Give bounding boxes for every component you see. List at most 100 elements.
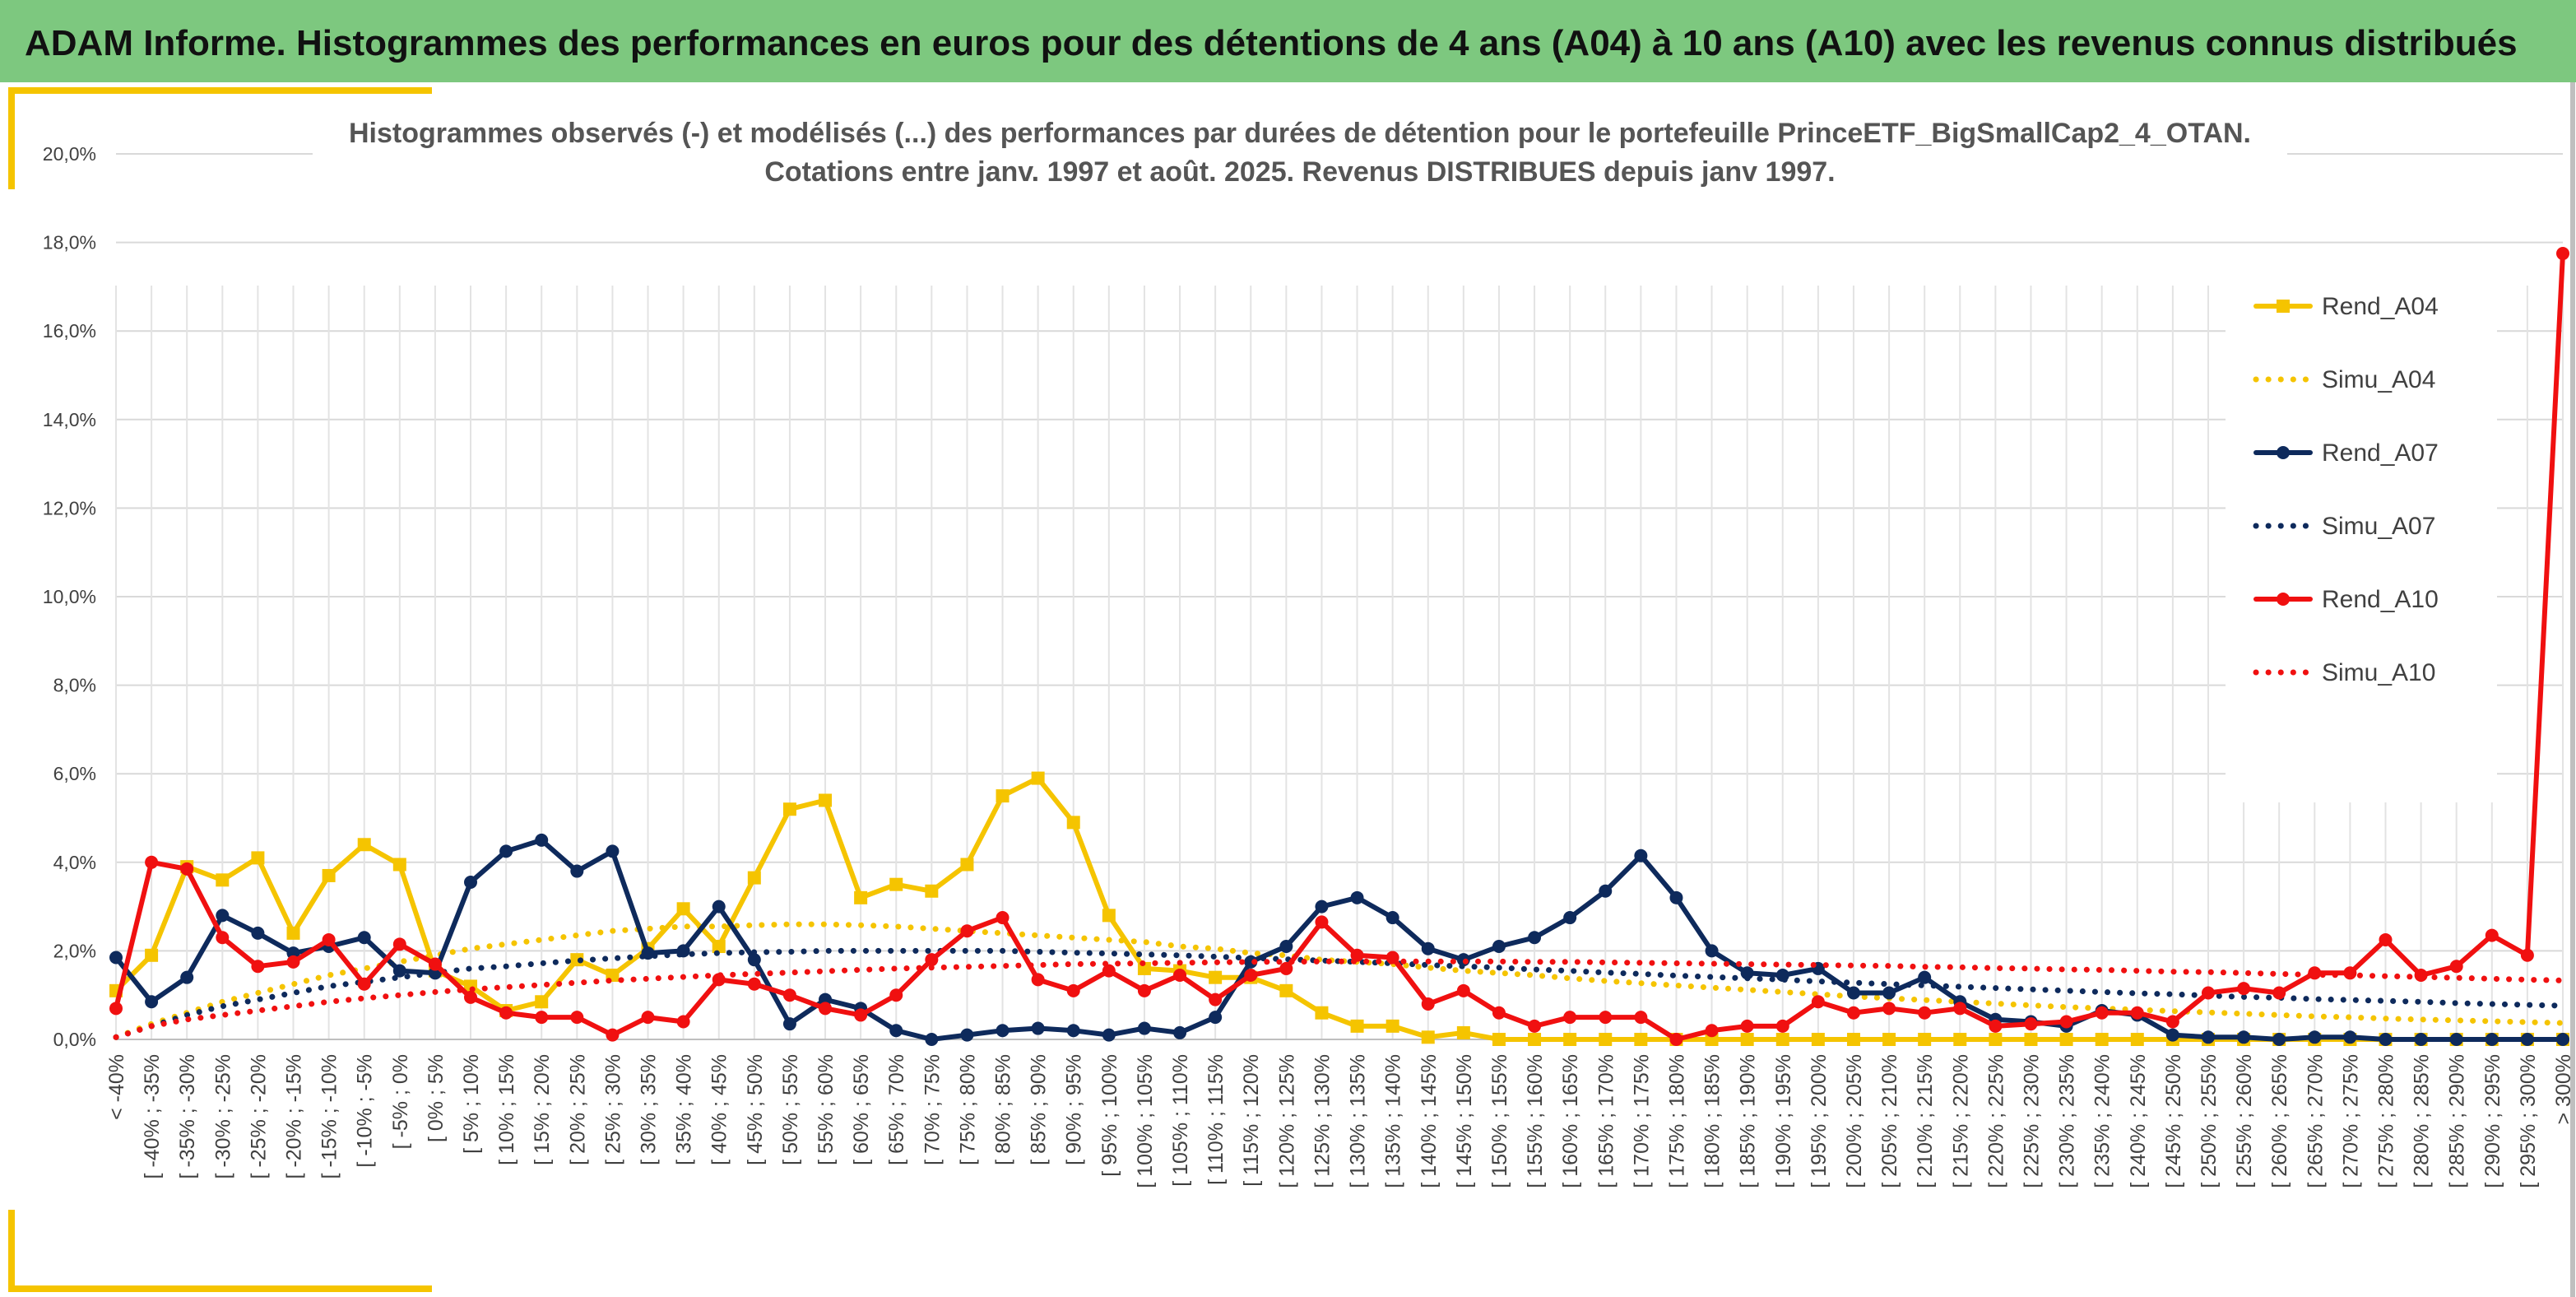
x-tick-label: [ 205% ; 210% xyxy=(1878,1054,1901,1188)
header-banner: ADAM Informe. Histogrammes des performan… xyxy=(0,0,2576,82)
data-point-rend-a10 xyxy=(1953,1002,1967,1016)
data-point-rend-a07 xyxy=(925,1033,939,1046)
data-point-rend-a10 xyxy=(1102,964,1116,978)
data-point-rend-a04 xyxy=(960,858,974,872)
data-point-rend-a07 xyxy=(1421,941,1435,955)
data-point-rend-a10 xyxy=(1989,1019,2003,1033)
legend-label-rend-a07: Rend_A07 xyxy=(2322,439,2439,467)
x-tick-label: [ 185% ; 190% xyxy=(1737,1054,1760,1188)
y-tick-label: 12,0% xyxy=(43,497,96,518)
x-tick-label: [ 235% ; 240% xyxy=(2091,1054,2114,1188)
x-tick-label: [ -25% ; -20% xyxy=(247,1054,270,1178)
data-point-rend-a04 xyxy=(286,926,300,940)
x-tick-label: [ 55% ; 60% xyxy=(815,1054,838,1165)
x-tick-label: [ 35% ; 40% xyxy=(673,1054,696,1165)
x-tick-label: [ 0% ; 5% xyxy=(425,1054,448,1142)
data-point-rend-a10 xyxy=(854,1008,868,1022)
data-point-rend-a07 xyxy=(1705,944,1719,958)
legend-marker-rend-a10 xyxy=(2277,593,2290,606)
data-point-rend-a07 xyxy=(1492,940,1506,954)
legend-label-simu-a04: Simu_A04 xyxy=(2322,366,2435,393)
data-point-rend-a04 xyxy=(925,884,939,898)
data-point-rend-a04 xyxy=(1634,1033,1648,1046)
x-tick-label: [ 165% ; 170% xyxy=(1594,1054,1618,1188)
x-axis: < -40% [ -40% ; -35% [ -35% ; -30% [ -30% ;… xyxy=(105,1054,2575,1188)
data-point-rend-a07 xyxy=(996,1024,1010,1038)
data-point-rend-a07 xyxy=(357,931,371,945)
x-tick-label: [ 240% ; 245% xyxy=(2127,1054,2150,1188)
data-point-rend-a10 xyxy=(2379,932,2393,946)
data-point-rend-a10 xyxy=(1279,961,1293,975)
data-point-rend-a10 xyxy=(996,911,1010,925)
data-point-rend-a10 xyxy=(1775,1019,1789,1033)
data-point-rend-a10 xyxy=(1209,993,1223,1006)
data-point-rend-a10 xyxy=(1811,995,1825,1009)
data-point-rend-a10 xyxy=(1705,1024,1719,1038)
data-point-rend-a10 xyxy=(641,1011,655,1025)
gridlines xyxy=(115,153,2564,1039)
x-tick-label: [ 120% ; 125% xyxy=(1275,1054,1298,1188)
data-point-rend-a10 xyxy=(251,960,265,974)
data-point-rend-a10 xyxy=(428,957,442,971)
data-point-rend-a10 xyxy=(2343,966,2357,980)
data-point-rend-a04 xyxy=(2059,1033,2073,1046)
data-point-rend-a10 xyxy=(1456,983,1470,997)
x-tick-label: [ 225% ; 230% xyxy=(2020,1054,2043,1188)
x-tick-label: [ 255% ; 260% xyxy=(2233,1054,2256,1188)
data-point-rend-a10 xyxy=(819,1002,833,1016)
data-point-rend-a10 xyxy=(2130,1006,2144,1020)
x-tick-label: [ 60% ; 65% xyxy=(850,1054,873,1165)
x-tick-label: [ 250% ; 255% xyxy=(2198,1054,2221,1188)
x-tick-label: [ 70% ; 75% xyxy=(921,1054,944,1165)
data-point-rend-a04 xyxy=(392,858,406,872)
x-tick-label: [ 50% ; 55% xyxy=(779,1054,802,1165)
data-point-rend-a04 xyxy=(1918,1033,1932,1046)
y-tick-label: 10,0% xyxy=(43,586,96,607)
x-tick-label: [ 10% ; 15% xyxy=(495,1054,518,1165)
legend-label-rend-a10: Rend_A10 xyxy=(2322,586,2439,613)
data-point-rend-a10 xyxy=(747,977,761,991)
data-point-rend-a04 xyxy=(2130,1033,2144,1046)
data-point-rend-a04 xyxy=(1350,1019,1364,1033)
data-point-rend-a04 xyxy=(2024,1033,2038,1046)
data-point-rend-a07 xyxy=(1599,884,1613,898)
x-tick-label: [ 15% ; 20% xyxy=(531,1054,554,1165)
series-line-rend-a10 xyxy=(114,251,2565,1042)
data-point-rend-a10 xyxy=(392,937,406,951)
x-tick-label: [ 290% ; 295% xyxy=(2481,1054,2504,1188)
data-point-rend-a07 xyxy=(1209,1011,1223,1025)
x-tick-label: [ 285% ; 290% xyxy=(2446,1054,2469,1188)
x-tick-label: [ 85% ; 90% xyxy=(1028,1054,1051,1165)
x-tick-label: [ -35% ; -30% xyxy=(176,1054,199,1178)
data-point-rend-a10 xyxy=(960,924,974,938)
data-point-rend-a10 xyxy=(1137,983,1151,997)
data-point-rend-a10 xyxy=(2024,1017,2038,1031)
x-tick-label: [ 260% ; 265% xyxy=(2268,1054,2291,1188)
y-tick-label: 14,0% xyxy=(43,409,96,430)
x-tick-label: < -40% xyxy=(105,1054,128,1120)
data-point-rend-a04 xyxy=(996,789,1010,803)
data-point-rend-a10 xyxy=(2272,986,2286,1000)
data-point-rend-a07 xyxy=(1669,890,1683,904)
x-tick-label: [ 295% ; 300% xyxy=(2517,1054,2540,1188)
x-tick-label: [ -10% ; -5% xyxy=(354,1054,377,1168)
data-point-rend-a04 xyxy=(1953,1033,1967,1046)
data-point-rend-a07 xyxy=(392,964,406,978)
chart-subtitle-line-2: Cotations entre janv. 1997 et août. 2025… xyxy=(764,156,1835,188)
data-point-rend-a10 xyxy=(1031,973,1045,987)
data-point-rend-a07 xyxy=(1137,1021,1151,1035)
data-point-rend-a04 xyxy=(1882,1033,1896,1046)
x-tick-label: [ -15% ; -10% xyxy=(318,1054,341,1178)
data-point-rend-a10 xyxy=(1066,983,1080,997)
x-tick-label: [ 30% ; 35% xyxy=(638,1054,661,1165)
series-line-rend-a07 xyxy=(114,837,2565,1042)
data-point-rend-a07 xyxy=(2520,1033,2534,1046)
data-point-rend-a07 xyxy=(2165,1028,2179,1042)
data-point-rend-a04 xyxy=(712,940,726,954)
data-point-rend-a04 xyxy=(1528,1033,1542,1046)
data-point-rend-a07 xyxy=(109,951,123,965)
data-point-rend-a04 xyxy=(1031,771,1045,785)
legend-marker-rend-a04 xyxy=(2277,300,2290,313)
data-point-rend-a04 xyxy=(1385,1019,1399,1033)
data-point-rend-a07 xyxy=(464,876,478,890)
